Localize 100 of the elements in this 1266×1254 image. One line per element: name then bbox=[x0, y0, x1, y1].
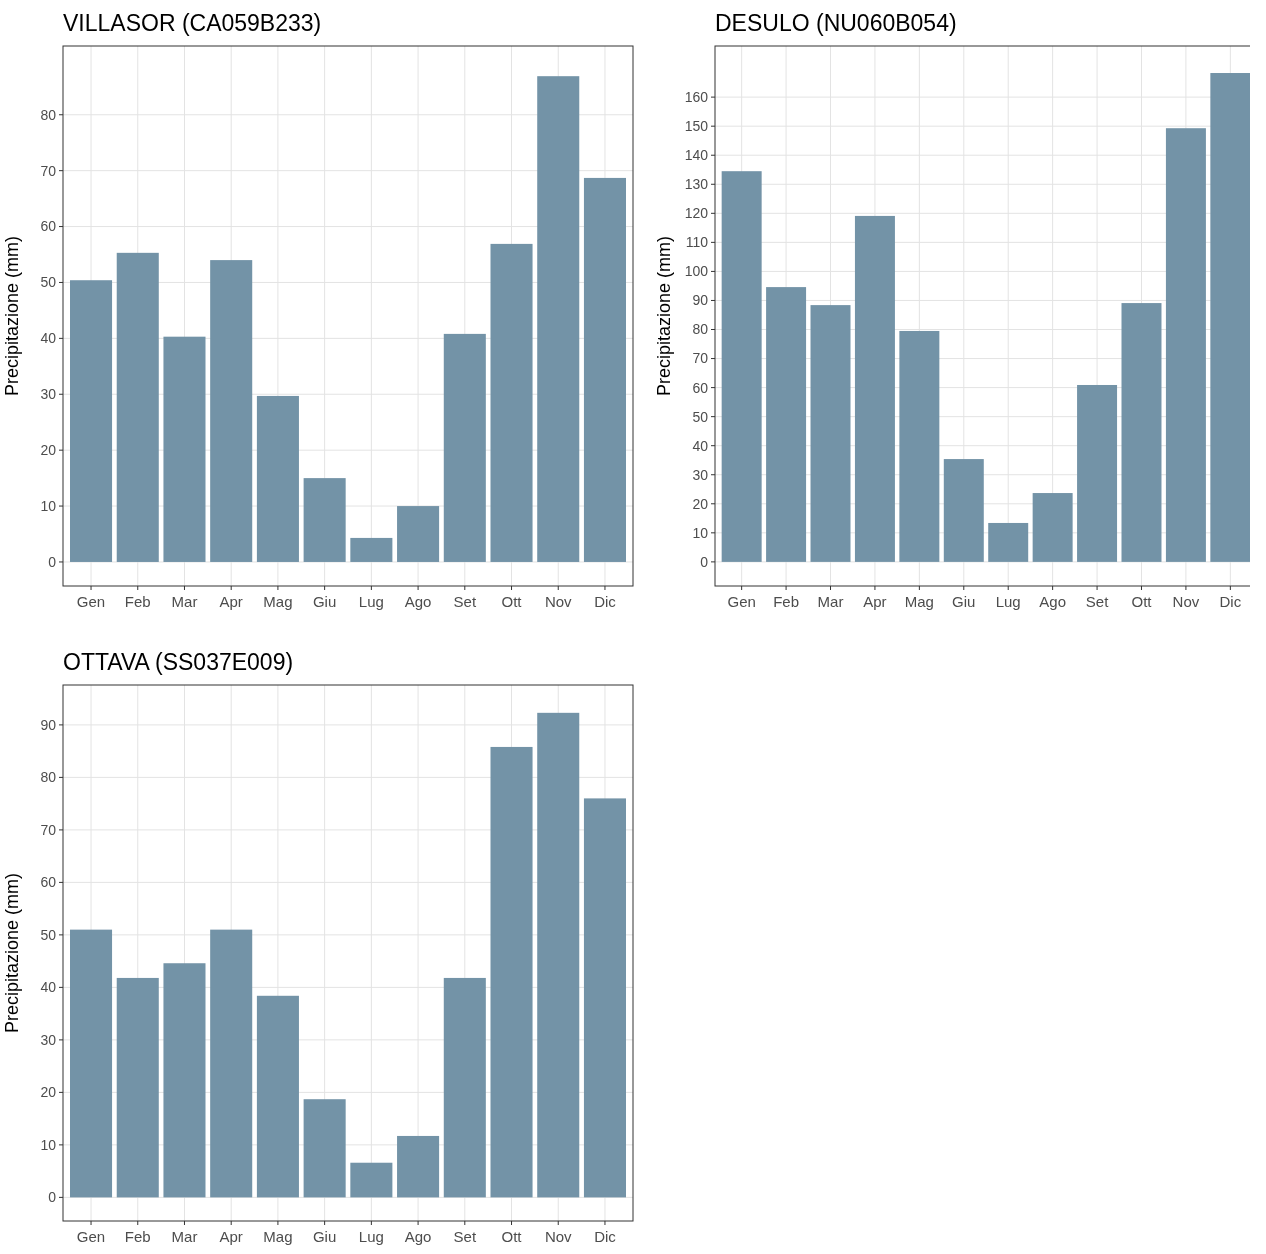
bar bbox=[397, 506, 440, 562]
bar bbox=[256, 395, 299, 562]
bar bbox=[1165, 128, 1206, 562]
y-tick-label: 80 bbox=[40, 769, 57, 786]
bar bbox=[350, 1162, 393, 1198]
y-tick-label: 140 bbox=[684, 147, 709, 164]
y-tick-label: 150 bbox=[684, 118, 709, 135]
y-tick-label: 50 bbox=[40, 274, 57, 291]
bar bbox=[443, 977, 486, 1198]
bar bbox=[854, 215, 895, 562]
x-tick-label: Feb bbox=[124, 1228, 151, 1245]
bar bbox=[303, 478, 346, 562]
y-tick-label: 50 bbox=[692, 408, 709, 425]
y-tick-label: 110 bbox=[685, 234, 709, 251]
y-tick-label: 40 bbox=[692, 437, 709, 454]
y-tick-label: 60 bbox=[692, 379, 709, 396]
y-tick-label: 30 bbox=[40, 386, 57, 403]
y-tick-label: 130 bbox=[684, 176, 709, 193]
y-axis-title: Precipitazione (mm) bbox=[2, 235, 22, 397]
y-tick-label: 100 bbox=[684, 263, 709, 280]
x-tick-label: Ago bbox=[404, 593, 432, 610]
y-tick-label: 10 bbox=[40, 497, 57, 514]
y-tick-label: 20 bbox=[692, 495, 709, 512]
bar bbox=[899, 330, 940, 562]
y-tick-label: 20 bbox=[40, 442, 57, 459]
y-tick-label: 40 bbox=[40, 979, 57, 996]
bar bbox=[163, 963, 206, 1198]
y-axis-title: Precipitazione (mm) bbox=[2, 872, 22, 1034]
bar bbox=[810, 305, 851, 562]
y-tick-label: 80 bbox=[692, 321, 709, 338]
bar bbox=[583, 798, 626, 1198]
x-tick-label: Apr bbox=[219, 593, 243, 610]
bar bbox=[537, 712, 580, 1198]
x-tick-label: Ago bbox=[1039, 593, 1066, 610]
x-tick-label: Giu bbox=[312, 1228, 337, 1245]
y-tick-label: 80 bbox=[40, 106, 57, 123]
bar bbox=[1077, 384, 1118, 562]
y-tick-label: 90 bbox=[692, 292, 709, 309]
chart-title: VILLASOR (CA059B233) bbox=[63, 10, 322, 36]
x-tick-label: Dic bbox=[594, 593, 617, 610]
bar bbox=[537, 76, 580, 562]
x-tick-label: Ott bbox=[1131, 593, 1153, 610]
x-tick-label: Giu bbox=[952, 593, 976, 610]
y-tick-label: 0 bbox=[48, 1189, 57, 1206]
y-tick-label: 30 bbox=[40, 1031, 57, 1048]
bar bbox=[583, 177, 626, 562]
x-tick-label: Giu bbox=[312, 593, 337, 610]
bar bbox=[443, 333, 486, 562]
chart-title: DESULO (NU060B054) bbox=[715, 10, 957, 36]
x-tick-label: Dic bbox=[1219, 593, 1242, 610]
bar bbox=[721, 171, 762, 562]
bar bbox=[116, 252, 159, 562]
x-tick-label: Gen bbox=[727, 593, 756, 610]
y-tick-label: 30 bbox=[692, 466, 709, 483]
bar bbox=[163, 336, 206, 562]
x-tick-label: Mar bbox=[817, 593, 844, 610]
bar bbox=[397, 1135, 440, 1198]
bar bbox=[1032, 493, 1073, 562]
bar bbox=[70, 929, 113, 1198]
y-axis-title: Precipitazione (mm) bbox=[654, 235, 674, 397]
x-tick-label: Ott bbox=[501, 593, 523, 610]
y-tick-label: 50 bbox=[40, 926, 57, 943]
x-tick-label: Ago bbox=[404, 1228, 432, 1245]
bar bbox=[303, 1099, 346, 1198]
y-tick-label: 10 bbox=[40, 1136, 57, 1153]
y-tick-label: 20 bbox=[40, 1084, 57, 1101]
bar bbox=[766, 287, 807, 562]
x-tick-label: Set bbox=[453, 593, 477, 610]
y-tick-label: 70 bbox=[40, 162, 57, 179]
x-tick-label: Dic bbox=[594, 1228, 617, 1245]
y-tick-label: 70 bbox=[40, 821, 57, 838]
x-tick-label: Set bbox=[1085, 593, 1110, 610]
x-tick-label: Lug bbox=[358, 1228, 384, 1245]
x-tick-label: Ott bbox=[501, 1228, 523, 1245]
bar bbox=[210, 929, 253, 1198]
y-tick-label: 40 bbox=[40, 330, 57, 347]
bar bbox=[490, 243, 533, 562]
x-tick-label: Mag bbox=[263, 1228, 293, 1245]
x-tick-label: Mag bbox=[263, 593, 293, 610]
bar bbox=[70, 280, 113, 562]
x-tick-label: Mar bbox=[171, 1228, 198, 1245]
bar bbox=[943, 459, 984, 562]
x-tick-label: Nov bbox=[544, 593, 573, 610]
bar bbox=[490, 746, 533, 1198]
bar bbox=[210, 260, 253, 562]
bar bbox=[256, 995, 299, 1198]
bar bbox=[116, 977, 159, 1198]
x-tick-label: Gen bbox=[76, 1228, 106, 1245]
y-tick-label: 0 bbox=[700, 553, 709, 570]
x-tick-label: Lug bbox=[995, 593, 1021, 610]
x-tick-label: Feb bbox=[124, 593, 151, 610]
y-tick-label: 90 bbox=[40, 716, 57, 733]
x-tick-label: Gen bbox=[76, 593, 106, 610]
bar bbox=[1121, 303, 1162, 562]
x-tick-label: Apr bbox=[863, 593, 887, 610]
x-tick-label: Nov bbox=[544, 1228, 573, 1245]
x-tick-label: Lug bbox=[358, 593, 384, 610]
y-tick-label: 10 bbox=[692, 524, 709, 541]
x-tick-label: Apr bbox=[219, 1228, 243, 1245]
bar bbox=[1210, 73, 1250, 562]
